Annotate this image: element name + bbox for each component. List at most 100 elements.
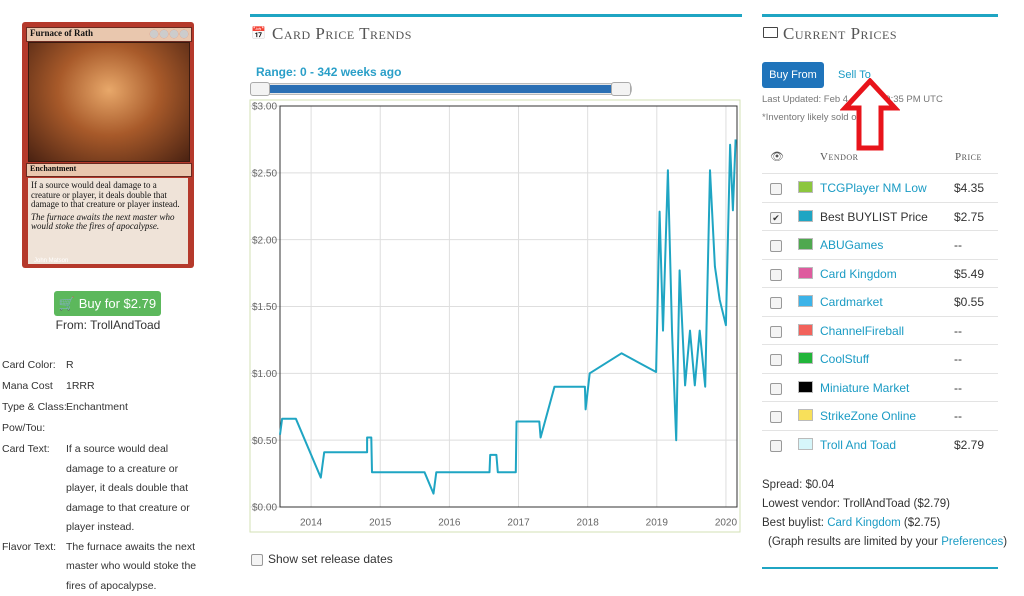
- note-start: (Graph results are limited by your: [768, 536, 938, 548]
- vendor-name[interactable]: ChannelFireball: [820, 324, 904, 338]
- checkbox[interactable]: [770, 326, 782, 338]
- detail-label: Flavor Text:: [2, 538, 56, 558]
- x-tick-label: 2019: [646, 518, 669, 529]
- detail-value: The furnace awaits the next master who w…: [66, 538, 208, 596]
- vendor-name[interactable]: Cardmarket: [820, 295, 883, 309]
- money-icon: [763, 27, 778, 38]
- section-rule: [762, 14, 998, 17]
- best-buylist: Best buylist: Card Kingdom ($2.75): [762, 514, 1007, 533]
- detail-row: Flavor Text: The furnace awaits the next …: [0, 538, 216, 596]
- y-tick-label: $0.00: [252, 503, 277, 514]
- y-tick-label: $2.50: [252, 168, 277, 179]
- vendor-price: $2.79: [954, 438, 984, 452]
- checkbox[interactable]: [770, 183, 782, 195]
- prices-title: Current Prices: [783, 24, 897, 44]
- eye-icon: 👁: [770, 150, 784, 163]
- section-rule: [762, 567, 998, 569]
- checkbox[interactable]: [770, 354, 782, 366]
- mana-symbols: [149, 29, 189, 39]
- note-link[interactable]: Preferences: [941, 536, 1003, 548]
- vendor-price: --: [954, 352, 962, 366]
- arrow-shape: [845, 81, 895, 148]
- vendor-row: Cardmarket $0.55: [762, 287, 998, 316]
- x-tick-label: 2018: [577, 518, 600, 529]
- vendor-price: $4.35: [954, 181, 984, 195]
- best-label: Best buylist:: [762, 517, 824, 529]
- card-flavor: The furnace awaits the next master who w…: [31, 213, 185, 232]
- best-price: ($2.75): [904, 517, 940, 529]
- checkbox[interactable]: [770, 440, 782, 452]
- col-price: Price: [955, 151, 982, 163]
- buy-button[interactable]: 🛒 Buy for $2.79: [54, 291, 161, 316]
- range-handle[interactable]: [250, 82, 270, 96]
- vendor-swatch: [798, 352, 813, 364]
- detail-row: Pow/Tou:: [0, 419, 216, 440]
- x-tick-label: 2020: [715, 518, 738, 529]
- card-image: Furnace of Rath Enchantment If a source …: [22, 22, 194, 268]
- vendor-row: Troll And Toad $2.79: [762, 430, 998, 459]
- vendor-name[interactable]: Miniature Market: [820, 381, 909, 395]
- col-vendor: Vendor: [820, 151, 859, 163]
- vendor-swatch: [798, 295, 813, 307]
- range-handle[interactable]: [611, 82, 631, 96]
- buy-from: From: TrollAndToad: [0, 318, 216, 332]
- vendor-name[interactable]: CoolStuff: [820, 352, 869, 366]
- tab-buy[interactable]: Buy From: [762, 62, 824, 88]
- vendor-name[interactable]: StrikeZone Online: [820, 409, 916, 423]
- range-label: Range: 0 - 342 weeks ago: [256, 65, 401, 79]
- vendor-price: $2.75: [954, 210, 984, 224]
- checkbox[interactable]: [770, 269, 782, 281]
- vendor-swatch: [798, 267, 813, 279]
- range-slider[interactable]: [250, 83, 632, 95]
- graph-note: (Graph results are limited by your Prefe…: [762, 533, 1007, 552]
- x-tick-label: 2014: [300, 518, 323, 529]
- spread: Spread: $0.04: [762, 476, 1007, 495]
- x-tick-label: 2015: [369, 518, 392, 529]
- card-name: Furnace of Rath: [30, 28, 93, 38]
- detail-label: Card Color:: [2, 356, 56, 376]
- detail-label: Mana Cost: [2, 377, 53, 397]
- release-dates-label: Show set release dates: [268, 552, 393, 566]
- vendor-name: Best BUYLIST Price: [820, 210, 928, 224]
- checkbox[interactable]: [770, 411, 782, 423]
- vendor-price: --: [954, 238, 962, 252]
- checkbox[interactable]: [770, 297, 782, 309]
- detail-row: Card Text:If a source would deal damage …: [0, 440, 216, 538]
- card-text-box: If a source would deal damage to a creat…: [28, 178, 188, 264]
- note-end: ): [1003, 536, 1007, 548]
- price-summary: Spread: $0.04 Lowest vendor: TrollAndToa…: [762, 476, 1007, 552]
- card-type: Enchantment: [30, 164, 76, 173]
- vendor-name[interactable]: Troll And Toad: [820, 438, 896, 452]
- detail-row: Card Color: R: [0, 356, 216, 377]
- y-tick-label: $3.00: [252, 102, 277, 113]
- y-tick-label: $2.00: [252, 235, 277, 246]
- best-vendor[interactable]: Card Kingdom: [827, 517, 901, 529]
- vendor-price: $0.55: [954, 295, 984, 309]
- detail-value: R: [66, 356, 208, 376]
- checkbox[interactable]: ✔: [770, 212, 782, 224]
- buy-button-label: Buy for $2.79: [79, 296, 156, 311]
- vendor-row: Card Kingdom$5.49: [762, 259, 998, 288]
- vendor-name[interactable]: ABUGames: [820, 238, 883, 252]
- vendor-name[interactable]: TCGPlayer NM Low: [820, 181, 927, 195]
- vendor-swatch: [798, 409, 813, 421]
- vendor-row: ChannelFireball--: [762, 316, 998, 345]
- vendor-row: Miniature Market--: [762, 373, 998, 402]
- vendor-row: StrikeZone Online--: [762, 401, 998, 430]
- vendor-swatch: [798, 238, 813, 250]
- vendor-swatch: [798, 181, 813, 193]
- vendor-name[interactable]: Card Kingdom: [820, 267, 897, 281]
- vendor-swatch: [798, 324, 813, 336]
- card-type-bar: Enchantment: [26, 163, 192, 177]
- red-arrow: [840, 78, 900, 152]
- checkbox[interactable]: [251, 554, 263, 566]
- vendor-row: TCGPlayer NM Low $4.35: [762, 173, 998, 202]
- updated-start: Last Updated: Feb 4: [762, 94, 848, 105]
- detail-row: Type & Class:Enchantment: [0, 398, 216, 419]
- chart-frame: [250, 100, 740, 532]
- card-rules: If a source would deal damage to a creat…: [31, 181, 185, 210]
- checkbox[interactable]: [770, 240, 782, 252]
- checkbox[interactable]: [770, 383, 782, 395]
